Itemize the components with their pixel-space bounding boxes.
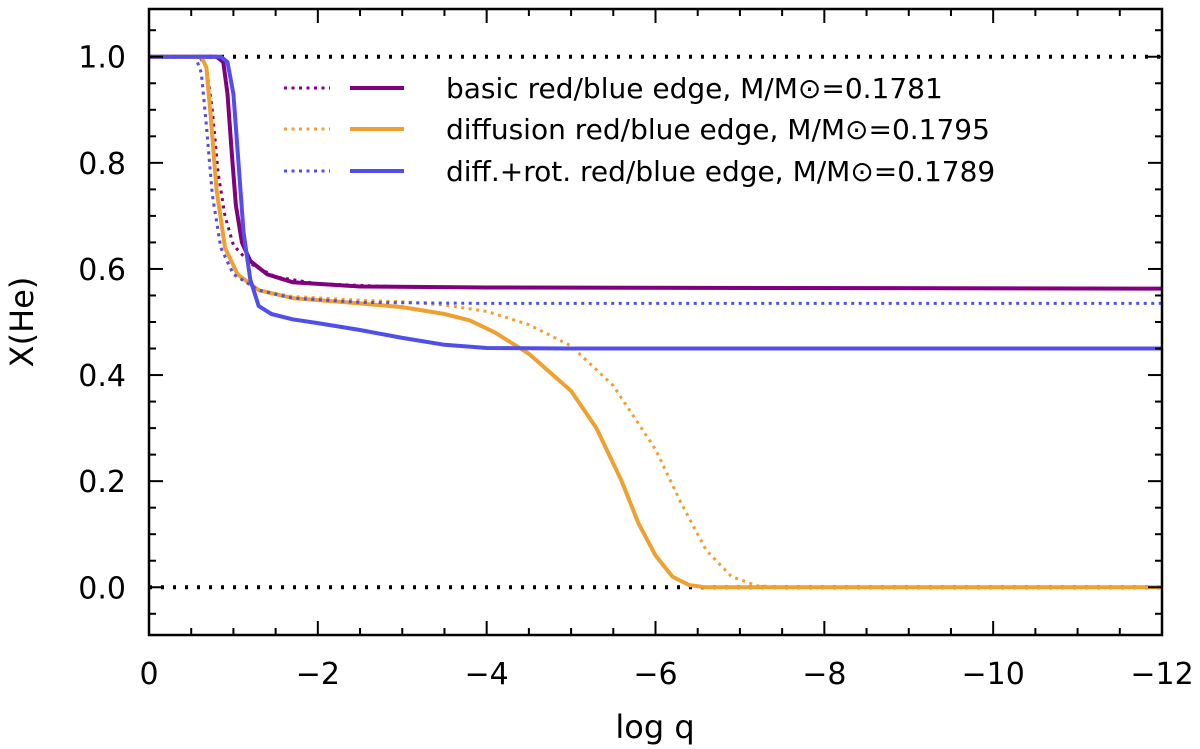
y-tick-label: 0.8 (78, 147, 126, 182)
x-tick-label: 0 (139, 657, 158, 692)
x-tick-label: −4 (465, 657, 509, 692)
x-tick-label: −6 (633, 657, 677, 692)
series-line-diffusion-red-edge (149, 55, 1162, 589)
series-line-basic-blue-edge (149, 54, 1162, 291)
x-tick-label: −2 (296, 657, 340, 692)
legend-entry: diff.+rot. red/blue edge, M/M⊙=0.1789 (284, 155, 995, 188)
x-tick-label: −10 (962, 657, 1025, 692)
series-line-diffusion-blue-edge (149, 54, 1162, 590)
legend-label: basic red/blue edge, M/M⊙=0.1781 (446, 72, 943, 105)
series-line-diff-rot-blue-edge (149, 54, 1162, 351)
series-line-diff-rot-red-edge (149, 55, 1162, 305)
y-tick-label: 0.6 (78, 253, 126, 288)
legend-entry: diffusion red/blue edge, M/M⊙=0.1795 (284, 113, 990, 146)
x-tick-label: −8 (802, 657, 846, 692)
y-tick-label: 1.0 (78, 41, 126, 76)
plot-frame (147, 7, 1164, 637)
y-tick-label: 0.2 (78, 465, 126, 500)
legend-label: diff.+rot. red/blue edge, M/M⊙=0.1789 (446, 155, 995, 188)
x-axis-title: log q (615, 708, 694, 746)
y-tick-label: 0.0 (78, 571, 126, 606)
legend-entry: basic red/blue edge, M/M⊙=0.1781 (284, 72, 943, 105)
y-tick-label: 0.4 (78, 359, 126, 394)
legend: basic red/blue edge, M/M⊙=0.1781 diffusio… (284, 72, 995, 188)
y-axis-title: X(He) (3, 277, 41, 368)
legend-label: diffusion red/blue edge, M/M⊙=0.1795 (446, 113, 990, 146)
x-tick-label: −12 (1130, 657, 1193, 692)
